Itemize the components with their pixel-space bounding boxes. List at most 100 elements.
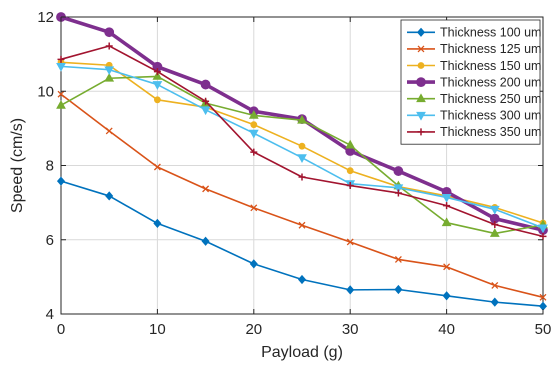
data-point xyxy=(346,182,354,190)
y-axis-label: Speed (cm/s) xyxy=(9,118,26,213)
legend-item: Thickness 200 um xyxy=(407,75,541,89)
legend-item: Thickness 350 um xyxy=(407,125,541,139)
data-point xyxy=(248,129,259,139)
series-1 xyxy=(56,176,548,311)
legend-label: Thickness 300 um xyxy=(440,109,541,123)
y-tick-label: 6 xyxy=(46,232,54,249)
data-point xyxy=(491,221,499,229)
data-point xyxy=(393,184,404,194)
data-point xyxy=(153,218,162,229)
y-tick-label: 12 xyxy=(37,9,54,26)
legend-label: Thickness 250 um xyxy=(440,92,541,106)
data-point xyxy=(297,114,307,124)
data-point xyxy=(200,79,211,90)
data-point xyxy=(345,139,356,149)
data-point xyxy=(393,166,404,176)
x-axis-label: Payload (g) xyxy=(261,344,343,361)
data-point xyxy=(56,176,66,186)
x-tick-label: 20 xyxy=(245,321,262,338)
data-point xyxy=(105,42,113,50)
data-point xyxy=(441,194,452,203)
legend-item: Thickness 150 um xyxy=(407,59,541,73)
data-point xyxy=(105,127,113,135)
x-tick-label: 0 xyxy=(57,321,65,338)
y-tick-label: 8 xyxy=(46,158,54,175)
legend-label: Thickness 100 um xyxy=(440,26,541,40)
data-point xyxy=(416,111,426,121)
data-point xyxy=(442,291,451,301)
data-point xyxy=(489,205,500,215)
data-point xyxy=(346,238,354,246)
legend-label: Thickness 125 um xyxy=(440,42,541,56)
x-tick-label: 40 xyxy=(438,321,455,338)
data-point xyxy=(489,228,500,237)
data-point xyxy=(416,27,426,37)
data-point xyxy=(297,274,307,285)
y-tick-label: 4 xyxy=(46,306,54,323)
series-2 xyxy=(57,90,547,301)
data-point xyxy=(56,62,66,72)
data-point xyxy=(417,45,425,53)
data-point xyxy=(298,221,306,229)
legend-item: Thickness 100 um xyxy=(407,26,541,40)
data-point xyxy=(490,297,499,307)
x-axis-ticks: 0 10 20 30 40 50 xyxy=(57,17,552,338)
data-point xyxy=(153,96,161,104)
data-point xyxy=(416,93,426,103)
data-point xyxy=(104,66,115,76)
data-point xyxy=(538,224,548,234)
data-point xyxy=(417,62,425,69)
data-point xyxy=(153,163,161,171)
legend: Thickness 100 um Thickness 125 um Thicknes… xyxy=(400,19,541,145)
data-point xyxy=(249,259,258,269)
y-axis-ticks: 4 6 8 10 12 xyxy=(37,9,543,323)
x-tick-label: 10 xyxy=(149,321,166,338)
legend-item: Thickness 125 um xyxy=(407,42,541,56)
x-tick-label: 50 xyxy=(535,321,552,338)
data-point xyxy=(491,281,499,289)
data-point xyxy=(539,293,547,301)
data-point xyxy=(201,236,210,246)
data-point xyxy=(443,202,451,210)
data-point xyxy=(248,110,259,119)
data-point xyxy=(250,148,258,156)
data-point xyxy=(200,106,211,116)
data-point xyxy=(57,55,65,63)
series-7 xyxy=(57,42,547,240)
data-point xyxy=(346,285,355,295)
series-5 xyxy=(56,71,548,237)
legend-label: Thickness 350 um xyxy=(440,125,541,139)
data-point xyxy=(104,27,115,38)
data-point xyxy=(416,77,426,87)
data-point xyxy=(297,154,307,164)
data-point xyxy=(394,255,402,263)
data-point xyxy=(152,81,163,90)
legend-label: Thickness 200 um xyxy=(440,75,541,89)
data-point xyxy=(539,232,547,240)
data-point xyxy=(250,121,258,129)
series-6 xyxy=(56,62,548,234)
data-point xyxy=(250,204,258,212)
data-point xyxy=(441,217,452,227)
data-point xyxy=(105,191,114,201)
data-point xyxy=(202,97,210,105)
data-point xyxy=(298,173,306,181)
data-point xyxy=(346,167,354,175)
y-tick-label: 10 xyxy=(37,83,54,100)
data-point xyxy=(57,90,65,98)
data-point xyxy=(56,100,66,109)
data-point xyxy=(104,72,115,82)
data-point xyxy=(202,185,210,193)
data-point xyxy=(394,189,402,197)
legend-item: Thickness 300 um xyxy=(407,109,541,123)
x-tick-label: 30 xyxy=(342,321,359,338)
data-point xyxy=(394,284,403,295)
data-point xyxy=(153,68,161,76)
series-lines xyxy=(56,12,548,311)
data-point xyxy=(443,263,451,271)
data-point xyxy=(152,71,163,80)
data-point xyxy=(417,128,425,136)
legend-item: Thickness 250 um xyxy=(407,92,541,106)
legend-label: Thickness 150 um xyxy=(440,59,541,73)
